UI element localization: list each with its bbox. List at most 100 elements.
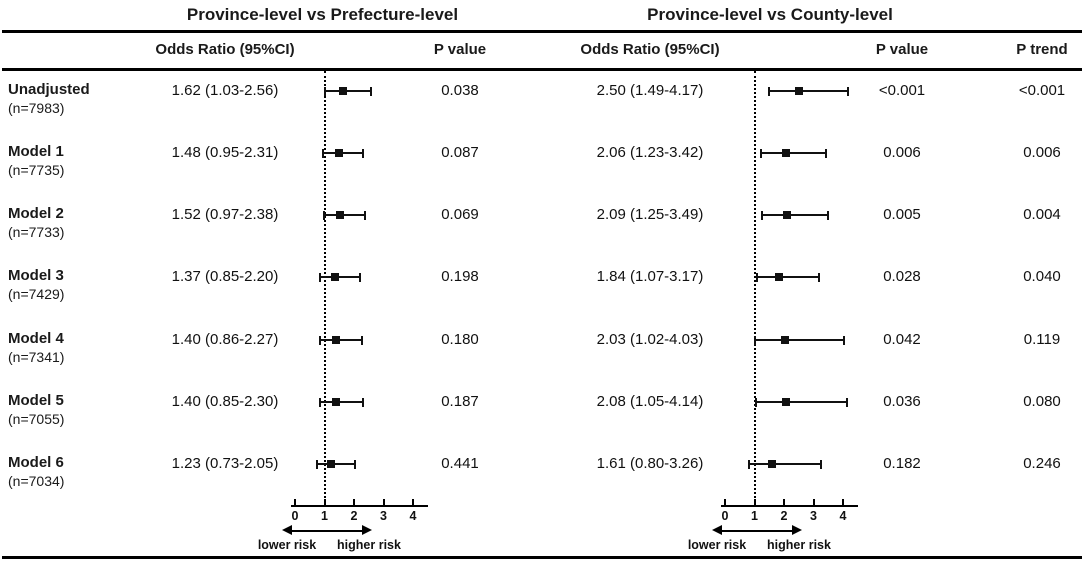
or-point-marker — [782, 211, 791, 219]
ci-line — [323, 151, 364, 155]
arrow-shaft — [291, 529, 363, 532]
row-sample-size: (n=7429) — [8, 286, 65, 302]
or-ci-county: 2.03 (1.02-4.03) — [596, 331, 704, 348]
p-value-county: 0.182 — [883, 455, 921, 472]
horizontal-rule-bottom — [2, 556, 1082, 559]
x-axis — [721, 505, 858, 507]
p-value-county: <0.001 — [878, 82, 926, 99]
row-label-block: Model 6 (n=7034) — [8, 454, 64, 490]
ci-cap-high — [847, 86, 849, 96]
table-row-model4: Model 4 (n=7341) 1.40 (0.86-2.27) 0.180 … — [0, 330, 1084, 370]
row-sample-size: (n=7983) — [8, 100, 65, 116]
x-axis-tick-label: 3 — [810, 509, 817, 523]
p-value-county: 0.042 — [883, 331, 921, 348]
ci-line — [748, 462, 822, 466]
or-point-marker — [782, 398, 791, 406]
ci-line — [755, 400, 848, 404]
ci-cap-high — [817, 272, 820, 282]
x-axis-tick-label: 1 — [751, 509, 758, 523]
x-axis-tick-label: 1 — [321, 509, 328, 523]
arrow-head-right-icon — [362, 525, 372, 535]
higher-risk-label: higher risk — [337, 538, 401, 552]
or-ci-prefecture: 1.48 (0.95-2.31) — [171, 144, 279, 161]
x-axis-tick — [323, 499, 326, 505]
p-trend-value: <0.001 — [1018, 82, 1066, 99]
ci-cap-high — [846, 397, 849, 407]
arrow-head-right-icon — [792, 525, 802, 535]
row-label: Model 6 — [8, 454, 64, 471]
x-axis-tick — [842, 499, 844, 505]
or-point-marker — [331, 273, 340, 281]
reference-line-or1 — [753, 71, 756, 498]
row-label-block: Model 3 (n=7429) — [8, 267, 64, 303]
ci-cap-high — [369, 86, 372, 96]
ci-cap-high — [354, 459, 357, 469]
ci-line — [316, 462, 356, 466]
row-label-block: Model 1 (n=7735) — [8, 143, 64, 179]
or-point-marker — [780, 336, 789, 344]
table-row-model3: Model 3 (n=7429) 1.37 (0.85-2.20) 0.198 … — [0, 267, 1084, 307]
table-row-model5: Model 5 (n=7055) 1.40 (0.85-2.30) 0.187 … — [0, 392, 1084, 432]
group-header-county: Province-level vs County-level — [647, 5, 893, 24]
ci-cap-high — [820, 459, 823, 469]
x-axis-tick-label: 4 — [839, 509, 847, 523]
ci-cap-high — [358, 272, 361, 282]
ci-line — [325, 89, 371, 93]
row-label: Model 3 — [8, 267, 64, 284]
p-value-prefecture: 0.187 — [441, 393, 479, 410]
x-axis-tick — [724, 499, 726, 505]
x-axis-tick — [783, 499, 785, 505]
column-header-pvalue-prefecture: P value — [433, 41, 487, 58]
ci-cap-high — [361, 397, 364, 407]
or-point-marker — [327, 460, 336, 468]
row-label-block: Unadjusted (n=7983) — [8, 81, 90, 117]
or-point-marker — [775, 273, 784, 281]
group-header-prefecture: Province-level vs Prefecture-level — [186, 5, 459, 24]
risk-direction-arrow — [282, 525, 372, 537]
or-point-marker — [332, 336, 341, 344]
ci-cap-high — [364, 210, 367, 220]
ci-cap-low — [319, 335, 322, 345]
or-ci-county: 2.06 (1.23-3.42) — [596, 144, 704, 161]
ci-cap-low — [315, 459, 318, 469]
p-value-prefecture: 0.069 — [441, 206, 479, 223]
ci-cap-low — [322, 210, 325, 220]
x-axis-tick-label: 2 — [350, 509, 358, 523]
ci-cap-low — [319, 397, 322, 407]
or-ci-prefecture: 1.52 (0.97-2.38) — [171, 206, 279, 223]
or-ci-county: 1.84 (1.07-3.17) — [596, 268, 704, 285]
row-label-block: Model 2 (n=7733) — [8, 205, 64, 241]
ci-cap-low — [747, 459, 750, 469]
p-value-prefecture: 0.441 — [441, 455, 479, 472]
x-axis — [291, 505, 428, 507]
ci-cap-low — [324, 86, 327, 96]
ci-line — [768, 89, 848, 93]
row-label: Model 4 — [8, 330, 64, 347]
row-label: Model 1 — [8, 143, 64, 160]
table-row-model2: Model 2 (n=7733) 1.52 (0.97-2.38) 0.069 … — [0, 205, 1084, 245]
or-point-marker — [334, 149, 343, 157]
row-sample-size: (n=7735) — [8, 162, 65, 178]
p-value-county: 0.006 — [883, 144, 921, 161]
or-point-marker — [794, 87, 803, 95]
p-value-county: 0.028 — [883, 268, 921, 285]
ci-cap-low — [319, 272, 322, 282]
ci-cap-high — [826, 210, 829, 220]
ci-cap-low — [322, 148, 325, 158]
x-axis-tick-label: 0 — [721, 509, 729, 523]
row-sample-size: (n=7034) — [8, 473, 65, 489]
row-label: Unadjusted — [8, 81, 90, 98]
x-axis-tick — [353, 499, 355, 505]
ci-cap-low — [755, 272, 758, 282]
or-point-marker — [335, 211, 344, 219]
or-ci-county: 2.50 (1.49-4.17) — [596, 82, 704, 99]
or-ci-prefecture: 1.62 (1.03-2.56) — [171, 82, 279, 99]
ci-cap-high — [824, 148, 827, 158]
horizontal-rule-top — [2, 30, 1082, 33]
p-value-prefecture: 0.180 — [441, 331, 479, 348]
lower-risk-label: lower risk — [257, 538, 317, 552]
ci-line — [320, 275, 360, 279]
p-trend-value: 0.080 — [1023, 393, 1061, 410]
x-axis-tick — [812, 499, 815, 505]
column-header-ptrend: P trend — [1016, 41, 1068, 58]
